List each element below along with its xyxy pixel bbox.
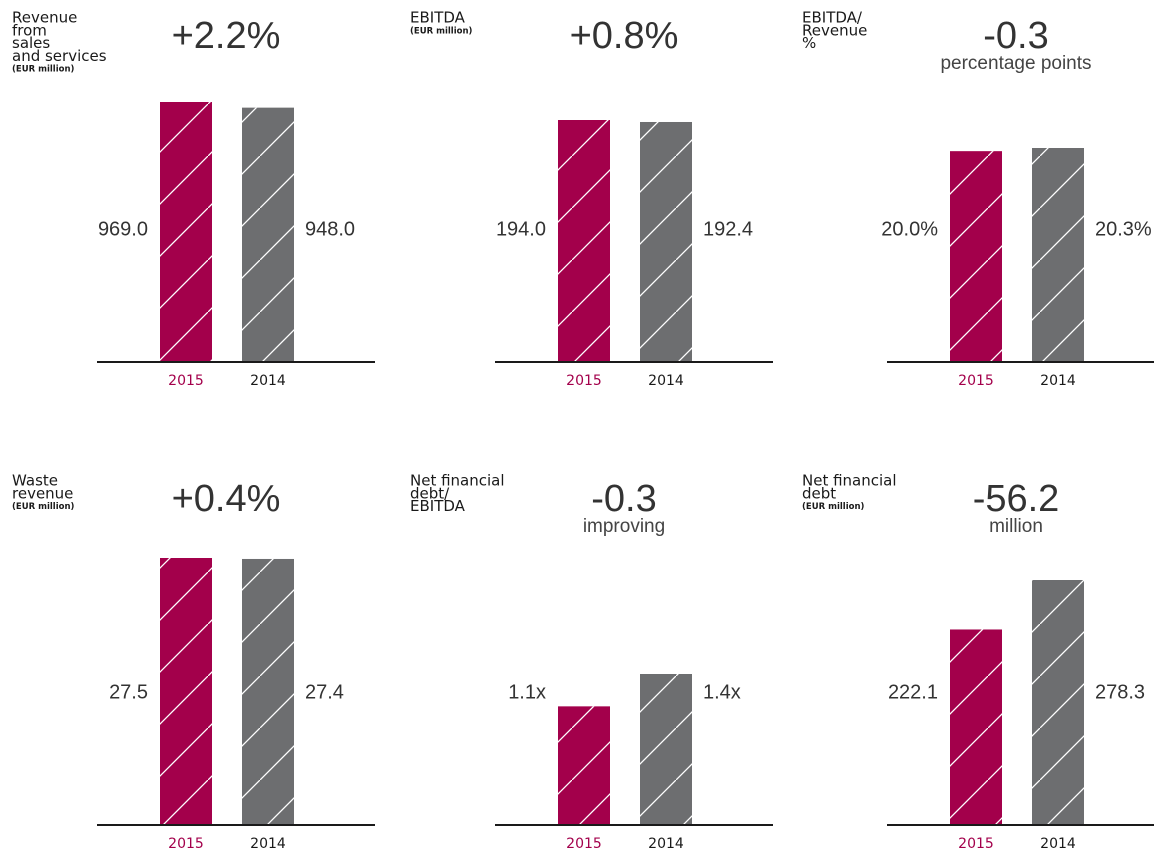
panel-subtitle: (EUR million) — [410, 26, 472, 36]
category-label: 2014 — [648, 836, 684, 852]
category-label: 2014 — [250, 836, 286, 852]
category-label: 2015 — [958, 373, 994, 389]
headline: +2.2% — [172, 15, 281, 57]
category-label: 2014 — [250, 373, 286, 389]
panel-title: debt — [802, 484, 836, 502]
bar-hatch — [160, 102, 212, 362]
headline: -0.3 — [983, 15, 1048, 57]
panel-title: debt/ — [410, 484, 450, 502]
value-label: 1.4x — [703, 681, 741, 703]
headline-note: million — [989, 516, 1043, 537]
panel-title: Revenue — [802, 21, 867, 39]
headline: -0.3 — [591, 478, 656, 520]
value-label: 27.4 — [305, 681, 344, 703]
category-label: 2015 — [566, 836, 602, 852]
value-label: 27.5 — [109, 681, 148, 703]
panel-title: EBITDA — [410, 9, 466, 27]
value-label: 222.1 — [888, 681, 938, 703]
headline: -56.2 — [973, 478, 1060, 520]
bar-hatch — [242, 107, 294, 362]
headline: +0.4% — [172, 478, 281, 520]
value-label: 969.0 — [98, 218, 148, 240]
value-label: 194.0 — [496, 218, 546, 240]
headline-note: improving — [583, 516, 665, 537]
bar-hatch — [558, 120, 610, 362]
panel-subtitle: (EUR million) — [12, 502, 74, 512]
panel-title: revenue — [12, 484, 73, 502]
bar-hatch — [1032, 148, 1084, 362]
value-label: 192.4 — [703, 218, 753, 240]
bar-hatch — [950, 629, 1002, 825]
value-label: 20.0% — [881, 218, 938, 240]
category-label: 2015 — [168, 836, 204, 852]
value-label: 1.1x — [508, 681, 546, 703]
category-label: 2014 — [648, 373, 684, 389]
panel-subtitle: (EUR million) — [12, 65, 74, 75]
headline-note: percentage points — [940, 53, 1091, 74]
category-label: 2015 — [168, 373, 204, 389]
panel-title: Net financial — [410, 472, 505, 490]
panel-title: Revenue — [12, 9, 77, 27]
bar-hatch — [640, 674, 692, 825]
headline: +0.8% — [570, 15, 679, 57]
bar-hatch — [640, 121, 692, 362]
panel-title: % — [802, 34, 816, 52]
bar-hatch — [160, 558, 212, 825]
panel-title: Net financial — [802, 472, 897, 490]
bar-hatch — [950, 151, 1002, 362]
panel-title: EBITDA/ — [802, 9, 863, 27]
panel-title: Waste — [12, 472, 58, 490]
panel-title: sales — [12, 34, 50, 52]
category-label: 2015 — [566, 373, 602, 389]
value-label: 278.3 — [1095, 681, 1145, 703]
value-label: 20.3% — [1095, 218, 1152, 240]
bar-hatch — [242, 558, 294, 825]
category-label: 2014 — [1040, 373, 1076, 389]
panel-title: EBITDA — [410, 497, 466, 515]
panel-title: from — [12, 21, 47, 39]
category-label: 2015 — [958, 836, 994, 852]
bar-hatch — [1032, 580, 1084, 825]
panel-title: and services — [12, 47, 107, 65]
category-label: 2014 — [1040, 836, 1076, 852]
bar-hatch — [558, 706, 610, 825]
value-label: 948.0 — [305, 218, 355, 240]
panel-subtitle: (EUR million) — [802, 502, 864, 512]
